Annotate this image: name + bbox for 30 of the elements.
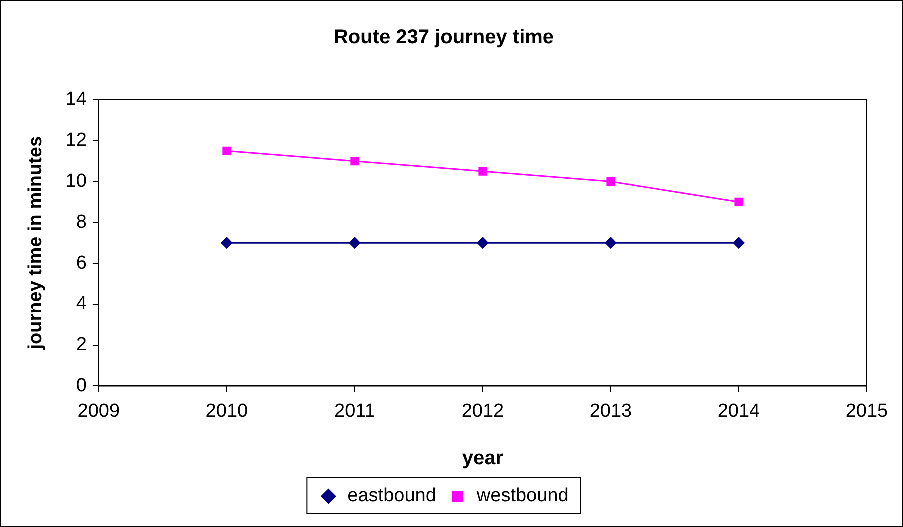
legend-label: westbound — [476, 486, 569, 507]
y-tick-label: 2 — [76, 334, 87, 356]
y-tick-label: 12 — [66, 130, 87, 152]
x-tick-label: 2012 — [462, 400, 504, 422]
x-tick-label: 2014 — [718, 400, 761, 422]
y-tick-label: 0 — [76, 375, 87, 396]
point — [477, 237, 489, 249]
legend-label: eastbound — [348, 486, 436, 507]
y-tick-label: 14 — [66, 89, 88, 110]
y-tick-label: 6 — [76, 252, 87, 274]
x-tick-label: 2013 — [590, 400, 632, 422]
point — [222, 146, 232, 156]
point — [349, 237, 361, 249]
x-tick-label: 2010 — [206, 400, 248, 422]
point — [606, 177, 616, 186]
point — [478, 167, 488, 176]
point — [734, 198, 744, 206]
point — [733, 237, 745, 249]
point — [605, 237, 617, 249]
point — [350, 157, 360, 166]
x-tick-label: 2011 — [334, 400, 376, 422]
point — [221, 237, 233, 249]
y-tick-label: 10 — [66, 171, 87, 192]
chart-title: Route 237 journey time — [334, 26, 554, 49]
x-tick-label: 2009 — [78, 400, 120, 422]
x-axis-title: year — [462, 448, 504, 470]
y-axis-title: journey time in minutes — [26, 136, 47, 351]
y-tick-label: 4 — [76, 294, 88, 315]
y-tick-label: 8 — [76, 212, 87, 233]
x-tick-label: 2015 — [846, 400, 888, 422]
